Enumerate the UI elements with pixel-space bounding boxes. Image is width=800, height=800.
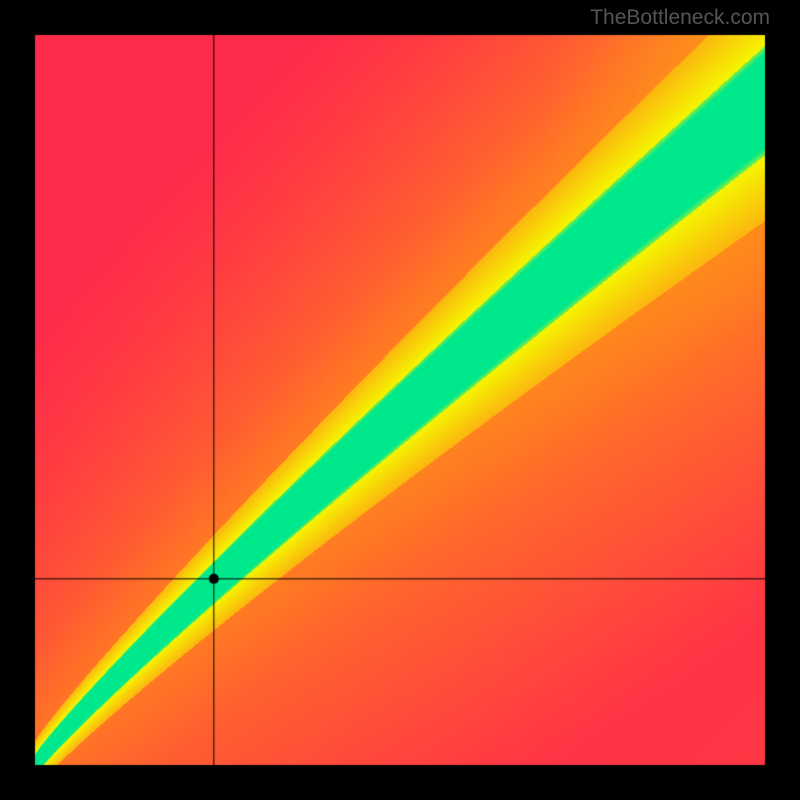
heatmap-canvas — [0, 0, 800, 800]
watermark-text: TheBottleneck.com — [590, 6, 770, 30]
chart-container: TheBottleneck.com — [0, 0, 800, 800]
